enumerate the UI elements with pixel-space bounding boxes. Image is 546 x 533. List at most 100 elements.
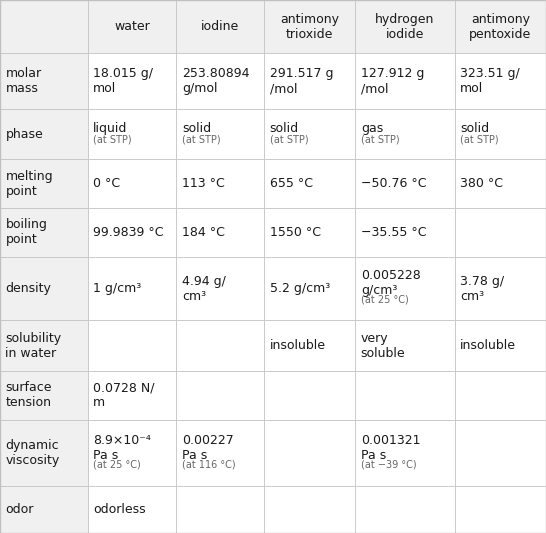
Bar [88, 159, 176, 208]
Bar [176, 208, 264, 257]
Bar [455, 53, 546, 109]
Text: 18.015 g/
mol: 18.015 g/ mol [93, 67, 153, 95]
Bar [88, 486, 176, 533]
Bar [264, 257, 355, 320]
Bar [355, 419, 455, 486]
Text: antimony
trioxide: antimony trioxide [280, 13, 339, 41]
Text: (at STP): (at STP) [93, 134, 132, 144]
Text: dynamic
viscosity: dynamic viscosity [5, 439, 60, 467]
Bar [88, 320, 176, 371]
Text: (at STP): (at STP) [460, 134, 499, 144]
Text: (at −39 °C): (at −39 °C) [361, 459, 417, 469]
Text: 1550 °C: 1550 °C [270, 226, 321, 239]
Bar [264, 320, 355, 371]
Bar [88, 208, 176, 257]
Bar [455, 419, 546, 486]
Bar [264, 208, 355, 257]
Bar [176, 419, 264, 486]
Bar [176, 109, 264, 159]
Bar [88, 371, 176, 419]
Bar [176, 486, 264, 533]
Text: 127.912 g
/mol: 127.912 g /mol [361, 67, 424, 95]
Text: (at 116 °C): (at 116 °C) [182, 459, 235, 469]
Bar [0, 371, 88, 419]
Bar [0, 257, 88, 320]
Bar [455, 0, 546, 53]
Bar [355, 53, 455, 109]
Bar [264, 419, 355, 486]
Bar [355, 159, 455, 208]
Bar [455, 208, 546, 257]
Bar [88, 0, 176, 53]
Text: water: water [114, 20, 150, 33]
Text: 0.0728 N/
m: 0.0728 N/ m [93, 381, 155, 409]
Bar [264, 0, 355, 53]
Bar [455, 109, 546, 159]
Text: 113 °C: 113 °C [182, 177, 225, 190]
Text: 253.80894
g/mol: 253.80894 g/mol [182, 67, 250, 95]
Text: 0.005228
g/cm³: 0.005228 g/cm³ [361, 269, 420, 297]
Text: very
soluble: very soluble [361, 332, 405, 360]
Text: iodine: iodine [201, 20, 239, 33]
Bar [355, 486, 455, 533]
Text: 8.9×10⁻⁴
Pa s: 8.9×10⁻⁴ Pa s [93, 434, 151, 462]
Text: (at STP): (at STP) [270, 134, 308, 144]
Bar [455, 486, 546, 533]
Text: odorless: odorless [93, 503, 146, 516]
Text: solid: solid [270, 122, 299, 135]
Text: liquid: liquid [93, 122, 127, 135]
Bar [176, 257, 264, 320]
Text: (at STP): (at STP) [361, 134, 400, 144]
Text: −35.55 °C: −35.55 °C [361, 226, 426, 239]
Bar [0, 486, 88, 533]
Bar [455, 159, 546, 208]
Bar [88, 109, 176, 159]
Bar [176, 371, 264, 419]
Text: 291.517 g
/mol: 291.517 g /mol [270, 67, 333, 95]
Text: insoluble: insoluble [460, 339, 517, 352]
Text: (at 25 °C): (at 25 °C) [361, 295, 408, 305]
Bar [355, 371, 455, 419]
Bar [176, 53, 264, 109]
Text: gas: gas [361, 122, 383, 135]
Bar [264, 371, 355, 419]
Bar [264, 109, 355, 159]
Text: insoluble: insoluble [270, 339, 325, 352]
Text: 0.00227
Pa s: 0.00227 Pa s [182, 434, 234, 462]
Bar [355, 208, 455, 257]
Text: solubility
in water: solubility in water [5, 332, 62, 360]
Bar [0, 0, 88, 53]
Text: 0 °C: 0 °C [93, 177, 120, 190]
Text: 184 °C: 184 °C [182, 226, 225, 239]
Text: molar
mass: molar mass [5, 67, 41, 95]
Text: hydrogen
iodide: hydrogen iodide [375, 13, 435, 41]
Bar [355, 320, 455, 371]
Text: 3.78 g/
cm³: 3.78 g/ cm³ [460, 274, 505, 303]
Bar [0, 109, 88, 159]
Text: 323.51 g/
mol: 323.51 g/ mol [460, 67, 520, 95]
Text: 4.94 g/
cm³: 4.94 g/ cm³ [182, 274, 226, 303]
Text: solid: solid [460, 122, 489, 135]
Text: surface
tension: surface tension [5, 381, 52, 409]
Bar [455, 371, 546, 419]
Text: 380 °C: 380 °C [460, 177, 503, 190]
Bar [176, 159, 264, 208]
Bar [0, 419, 88, 486]
Text: solid: solid [182, 122, 211, 135]
Bar [0, 320, 88, 371]
Bar [88, 419, 176, 486]
Text: (at STP): (at STP) [182, 134, 221, 144]
Bar [88, 257, 176, 320]
Text: melting
point: melting point [5, 170, 53, 198]
Text: 0.001321
Pa s: 0.001321 Pa s [361, 434, 420, 462]
Bar [176, 320, 264, 371]
Text: 1 g/cm³: 1 g/cm³ [93, 282, 141, 295]
Bar [88, 53, 176, 109]
Bar [0, 208, 88, 257]
Bar [455, 320, 546, 371]
Bar [355, 0, 455, 53]
Text: boiling
point: boiling point [5, 219, 48, 246]
Bar [355, 257, 455, 320]
Bar [264, 486, 355, 533]
Text: antimony
pentoxide: antimony pentoxide [469, 13, 531, 41]
